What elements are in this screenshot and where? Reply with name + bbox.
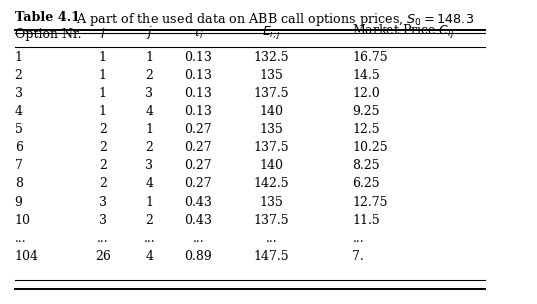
Text: 26: 26: [95, 250, 111, 263]
Text: 140: 140: [260, 105, 284, 118]
Text: 5: 5: [14, 123, 23, 136]
Text: 3: 3: [146, 87, 153, 100]
Text: 0.13: 0.13: [184, 69, 212, 82]
Text: Market Price $C_{ij}$: Market Price $C_{ij}$: [352, 23, 455, 41]
Text: 2: 2: [99, 159, 107, 172]
Text: 140: 140: [260, 159, 284, 172]
Text: 11.5: 11.5: [352, 214, 380, 227]
Text: 4: 4: [146, 178, 153, 191]
Text: 7: 7: [14, 159, 23, 172]
Text: 1: 1: [14, 50, 23, 64]
Text: 1: 1: [99, 50, 107, 64]
Text: 9: 9: [14, 195, 23, 209]
Text: 0.27: 0.27: [184, 123, 212, 136]
Text: 8.25: 8.25: [352, 159, 380, 172]
Text: ...: ...: [14, 232, 26, 245]
Text: 104: 104: [14, 250, 39, 263]
Text: $E_{i,j}$: $E_{i,j}$: [262, 24, 281, 41]
Text: 1: 1: [146, 195, 153, 209]
Text: 12.75: 12.75: [352, 195, 388, 209]
Text: 4: 4: [14, 105, 23, 118]
Text: 2: 2: [99, 178, 107, 191]
Text: 3: 3: [146, 159, 153, 172]
Text: 147.5: 147.5: [254, 250, 289, 263]
Text: 1: 1: [146, 50, 153, 64]
Text: 2: 2: [146, 214, 153, 227]
Text: ...: ...: [143, 232, 155, 245]
Text: 2: 2: [99, 141, 107, 154]
Text: ...: ...: [97, 232, 108, 245]
Text: 135: 135: [260, 195, 284, 209]
Text: Table 4.1: Table 4.1: [14, 11, 79, 24]
Text: 142.5: 142.5: [254, 178, 289, 191]
Text: $i$: $i$: [100, 27, 105, 41]
Text: $j$: $j$: [146, 24, 153, 41]
Text: 0.27: 0.27: [184, 178, 212, 191]
Text: 2: 2: [14, 69, 23, 82]
Text: 1: 1: [99, 69, 107, 82]
Text: A part of the used data on ABB call options prices, $S_0 = 148.3$: A part of the used data on ABB call opti…: [72, 11, 475, 28]
Text: ...: ...: [192, 232, 204, 245]
Text: 0.43: 0.43: [184, 214, 212, 227]
Text: 7.: 7.: [352, 250, 364, 263]
Text: 0.43: 0.43: [184, 195, 212, 209]
Text: ...: ...: [266, 232, 278, 245]
Text: 135: 135: [260, 69, 284, 82]
Text: 135: 135: [260, 123, 284, 136]
Text: Option Nr.: Option Nr.: [14, 28, 81, 41]
Text: 12.0: 12.0: [352, 87, 380, 100]
Text: 6: 6: [14, 141, 23, 154]
Text: 0.27: 0.27: [184, 141, 212, 154]
Text: 0.89: 0.89: [184, 250, 212, 263]
Text: 0.13: 0.13: [184, 87, 212, 100]
Text: 9.25: 9.25: [352, 105, 380, 118]
Text: 2: 2: [146, 141, 153, 154]
Text: 0.13: 0.13: [184, 105, 212, 118]
Text: 3: 3: [14, 87, 23, 100]
Text: 137.5: 137.5: [254, 214, 289, 227]
Text: 137.5: 137.5: [254, 87, 289, 100]
Text: 6.25: 6.25: [352, 178, 380, 191]
Text: 132.5: 132.5: [254, 50, 289, 64]
Text: ...: ...: [352, 232, 364, 245]
Text: 10: 10: [14, 214, 31, 227]
Text: 3: 3: [99, 195, 107, 209]
Text: 2: 2: [99, 123, 107, 136]
Text: 12.5: 12.5: [352, 123, 380, 136]
Text: 3: 3: [99, 214, 107, 227]
Text: 137.5: 137.5: [254, 141, 289, 154]
Text: 1: 1: [146, 123, 153, 136]
Text: 0.27: 0.27: [184, 159, 212, 172]
Text: 10.25: 10.25: [352, 141, 388, 154]
Text: 8: 8: [14, 178, 23, 191]
Text: $\tau_i$: $\tau_i$: [192, 28, 204, 41]
Text: 1: 1: [99, 105, 107, 118]
Text: 4: 4: [146, 250, 153, 263]
Text: 16.75: 16.75: [352, 50, 388, 64]
Text: 2: 2: [146, 69, 153, 82]
Text: 0.13: 0.13: [184, 50, 212, 64]
Text: 1: 1: [99, 87, 107, 100]
Text: 14.5: 14.5: [352, 69, 380, 82]
Text: 4: 4: [146, 105, 153, 118]
